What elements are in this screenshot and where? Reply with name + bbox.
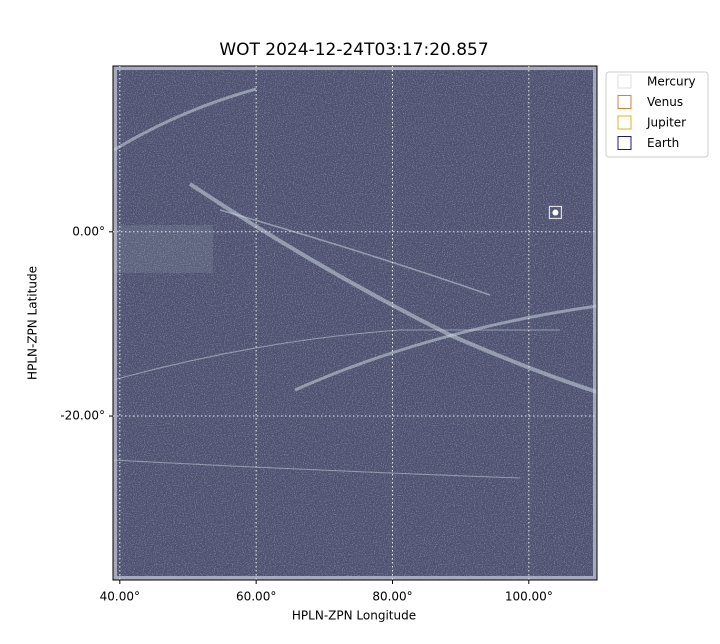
x-tick-label: 100.00°	[505, 590, 553, 604]
y-tick-label: 0.00°	[72, 224, 105, 238]
marker	[548, 205, 563, 220]
legend	[605, 71, 709, 158]
legend-marker	[617, 115, 632, 130]
legend-marker	[617, 95, 632, 109]
legend-label: Jupiter	[646, 116, 686, 130]
x-tick-label: 80.00°	[372, 590, 412, 604]
y-axis-label: HPLN-ZPN Latitude	[26, 266, 40, 380]
x-tick-label: 40.00°	[100, 590, 140, 604]
legend-label: Earth	[647, 136, 679, 150]
legend-marker	[617, 74, 632, 89]
y-tick-label: -20.00°	[60, 409, 105, 423]
chart-title: WOT 2024-12-24T03:17:20.857	[219, 40, 488, 60]
x-tick-label: 60.00°	[236, 590, 276, 604]
legend-label: Venus	[647, 95, 683, 109]
marker-core	[552, 209, 559, 216]
image	[113, 66, 597, 580]
legend-marker	[617, 136, 632, 150]
plot-frame	[112, 65, 598, 581]
legend-label: Mercury	[647, 75, 696, 89]
x-axis-label: HPLN-ZPN Longitude	[292, 609, 416, 623]
